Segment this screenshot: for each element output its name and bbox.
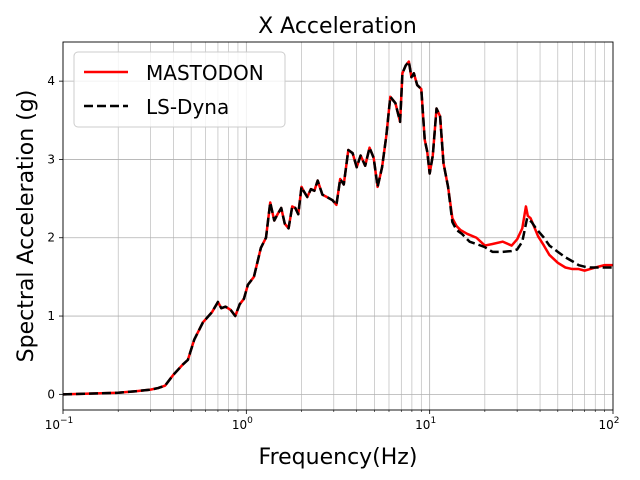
y-axis-ticks: 0 1 2 3 4 [47, 74, 63, 401]
x-tick-label: 101 [415, 416, 436, 432]
y-tick-label: 4 [47, 74, 55, 88]
series-line-ls-dyna [63, 60, 613, 396]
chart-title: X Acceleration [258, 14, 417, 39]
y-tick-label: 3 [47, 152, 55, 166]
x-axis-ticks: 10−1 100 101 102 [45, 410, 620, 432]
x-tick-label: 100 [232, 416, 253, 432]
x-tick-label: 102 [598, 416, 619, 432]
legend-label-mastodon: MASTODON [146, 61, 264, 85]
x-tick-label: 10−1 [45, 416, 74, 432]
y-tick-label: 1 [47, 309, 55, 323]
series-line-mastodon [63, 60, 613, 396]
x-axis-label: Frequency(Hz) [259, 445, 418, 470]
series-group [63, 60, 613, 396]
y-axis-label: Spectral Acceleration (g) [14, 90, 39, 363]
legend-label-ls-dyna: LS-Dyna [146, 95, 229, 119]
y-tick-label: 2 [47, 231, 55, 245]
plot-frame [62, 41, 614, 411]
legend: MASTODON LS-Dyna [73, 51, 286, 128]
y-tick-label: 0 [47, 387, 55, 401]
